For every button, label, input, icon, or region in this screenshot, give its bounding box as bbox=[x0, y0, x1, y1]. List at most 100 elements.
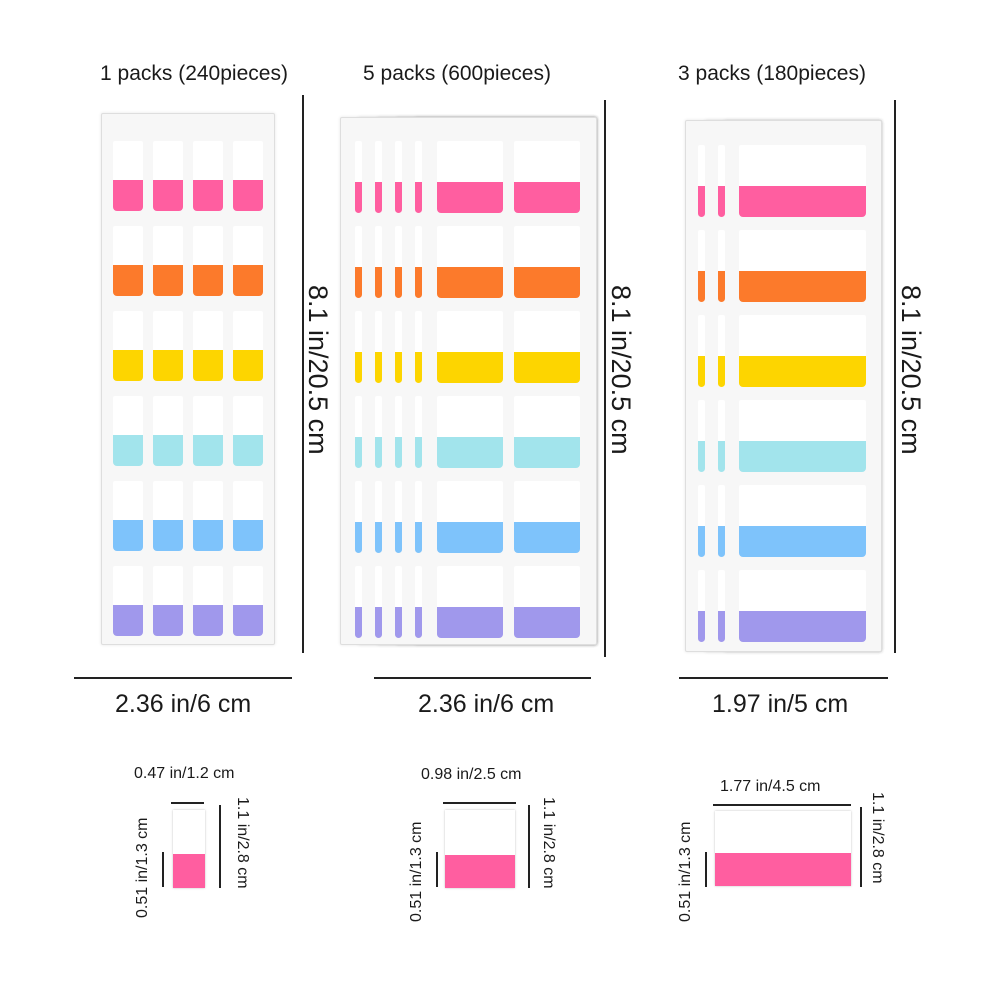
tab-sheet3-stack-r3-c1 bbox=[718, 400, 725, 472]
tab-color-part bbox=[395, 522, 402, 553]
tab-color-part bbox=[113, 180, 143, 211]
color-height-line-3 bbox=[705, 852, 707, 887]
tab-white-part bbox=[718, 570, 725, 611]
width-line-1 bbox=[74, 677, 292, 679]
tab-color-part bbox=[698, 441, 705, 472]
tab-sheet1-r3-c2 bbox=[193, 396, 223, 466]
tab-color-part bbox=[415, 607, 422, 638]
tab-color-part bbox=[718, 271, 725, 302]
tab-sheet1-r4-c2 bbox=[193, 481, 223, 551]
tab-white-part bbox=[193, 226, 223, 265]
tab-sheet1-r3-c1 bbox=[153, 396, 183, 466]
tab-sheet2-stack-r1-c2 bbox=[395, 226, 402, 298]
tab-detail-2-color bbox=[445, 855, 515, 888]
tab-color-part bbox=[233, 350, 263, 381]
tab-white-part bbox=[375, 481, 382, 522]
tab-color-part bbox=[698, 271, 705, 302]
tab-sheet1-r3-c0 bbox=[113, 396, 143, 466]
tab-color-part bbox=[718, 611, 725, 642]
tab-color-part bbox=[375, 352, 382, 383]
tab-color-part bbox=[375, 607, 382, 638]
color-height-line-1 bbox=[162, 852, 164, 887]
tab-color-part bbox=[355, 437, 362, 468]
tab-color-part bbox=[395, 352, 402, 383]
tab-color-part bbox=[698, 356, 705, 387]
tab-detail-3 bbox=[715, 811, 851, 886]
tab-height-line-3 bbox=[860, 807, 862, 887]
tab-color-part bbox=[375, 522, 382, 553]
width-line-2 bbox=[374, 677, 591, 679]
tab-color-part bbox=[193, 265, 223, 296]
tab-sheet3-stack-r4-c1 bbox=[718, 485, 725, 557]
tab-sheet3-stack-r1-c1 bbox=[718, 230, 725, 302]
tab-white-part bbox=[437, 566, 503, 607]
tab-color-part bbox=[233, 435, 263, 466]
tab-white-part bbox=[233, 226, 263, 265]
tab-color-part bbox=[739, 356, 866, 387]
tab-sheet1-r0-c0 bbox=[113, 141, 143, 211]
tab-sheet2-stack-r3-c0 bbox=[355, 396, 362, 468]
tab-color-part bbox=[739, 526, 866, 557]
tab-white-part bbox=[113, 481, 143, 520]
width-label-1: 2.36 in/6 cm bbox=[115, 690, 252, 718]
tab-white-part bbox=[355, 311, 362, 352]
tab-sheet3-stack-r5-c1 bbox=[718, 570, 725, 642]
width-line-3 bbox=[679, 677, 888, 679]
tab-sheet1-r1-c3 bbox=[233, 226, 263, 296]
tab-sheet1-r4-c3 bbox=[233, 481, 263, 551]
tab-white-part bbox=[739, 400, 866, 441]
tab-sheet2-stack-r5-c1 bbox=[375, 566, 382, 638]
tab-sheet3-stack-r0-c1 bbox=[718, 145, 725, 217]
tab-white-part bbox=[718, 485, 725, 526]
tab-color-part bbox=[153, 350, 183, 381]
tab-color-part bbox=[415, 267, 422, 298]
tab-color-part bbox=[437, 522, 503, 553]
tab-sheet2-stack-r2-c0 bbox=[355, 311, 362, 383]
tab-height-label-3: 1.1 in/2.8 cm bbox=[869, 792, 886, 884]
tab-white-part bbox=[437, 396, 503, 437]
height-line-1 bbox=[302, 95, 304, 653]
tab-white-part bbox=[395, 396, 402, 437]
tab-white-part bbox=[415, 141, 422, 182]
tab-detail-2 bbox=[445, 810, 515, 888]
tab-white-part bbox=[739, 485, 866, 526]
tab-sheet2-stack-r1-c3 bbox=[415, 226, 422, 298]
tab-sheet2-stack-r0-c0 bbox=[355, 141, 362, 213]
tab-sheet2-r5-c1 bbox=[514, 566, 580, 638]
tab-sheet3-r5 bbox=[739, 570, 866, 642]
tab-width-label-3: 1.77 in/4.5 cm bbox=[720, 778, 821, 795]
color-height-label-2: 0.51 in/1.3 cm bbox=[408, 821, 425, 923]
tab-color-part bbox=[375, 437, 382, 468]
tab-white-part bbox=[437, 311, 503, 352]
tab-sheet3-r2 bbox=[739, 315, 866, 387]
tab-white-part bbox=[233, 396, 263, 435]
tab-height-label-2: 1.1 in/2.8 cm bbox=[540, 797, 557, 889]
tab-color-part bbox=[718, 356, 725, 387]
tab-white-part bbox=[193, 141, 223, 180]
tab-white-part bbox=[415, 311, 422, 352]
tab-sheet1-r0-c1 bbox=[153, 141, 183, 211]
tab-white-part bbox=[739, 230, 866, 271]
tab-white-part bbox=[415, 566, 422, 607]
tab-sheet2-stack-r4-c2 bbox=[395, 481, 402, 553]
tab-white-part bbox=[375, 566, 382, 607]
tab-color-part bbox=[153, 435, 183, 466]
tab-white-part bbox=[355, 566, 362, 607]
tab-sheet2-stack-r4-c3 bbox=[415, 481, 422, 553]
tab-sheet3-stack-r4-c0 bbox=[698, 485, 705, 557]
tab-white-part bbox=[395, 141, 402, 182]
tab-white-part bbox=[113, 226, 143, 265]
tab-sheet3-stack-r5-c0 bbox=[698, 570, 705, 642]
tab-sheet2-r1-c1 bbox=[514, 226, 580, 298]
tab-white-part bbox=[375, 311, 382, 352]
tab-color-part bbox=[415, 437, 422, 468]
tab-white-part bbox=[514, 226, 580, 267]
tab-color-part bbox=[153, 520, 183, 551]
tab-sheet1-r2-c1 bbox=[153, 311, 183, 381]
tab-white-part bbox=[395, 226, 402, 267]
tab-sheet1-r0-c2 bbox=[193, 141, 223, 211]
tab-color-part bbox=[355, 352, 362, 383]
tab-white-part bbox=[395, 566, 402, 607]
pack-title-3: 3 packs (180pieces) bbox=[678, 62, 866, 85]
pack-title-2: 5 packs (600pieces) bbox=[363, 62, 551, 85]
